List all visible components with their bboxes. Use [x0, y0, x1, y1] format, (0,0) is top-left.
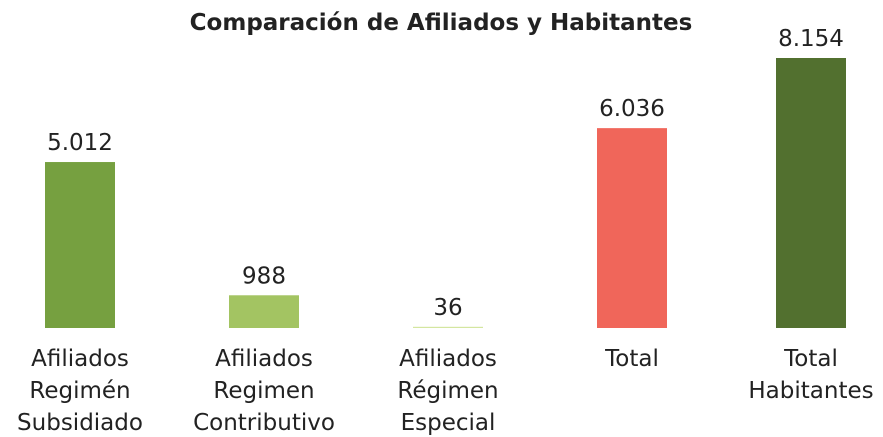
value-label: 6.036: [599, 96, 665, 122]
chart-title: Comparación de Afiliados y Habitantes: [190, 10, 693, 36]
bar: [45, 162, 115, 328]
x-tick-label: Afiliados Regimén Subsidiado: [17, 346, 143, 436]
x-tick-label: Afiliados Regimen Contributivo: [193, 346, 335, 436]
bar: [776, 58, 846, 328]
value-label: 8.154: [778, 26, 844, 52]
x-tick-label: Total Habitantes: [748, 346, 873, 404]
bar: [597, 128, 667, 328]
value-label: 5.012: [47, 130, 113, 156]
x-tick-label: Total: [604, 346, 659, 372]
value-label: 36: [433, 295, 462, 321]
value-label: 988: [242, 263, 286, 289]
bar: [229, 295, 299, 328]
bar: [413, 326, 483, 328]
x-tick-label: Afiliados Régimen Especial: [397, 346, 498, 436]
